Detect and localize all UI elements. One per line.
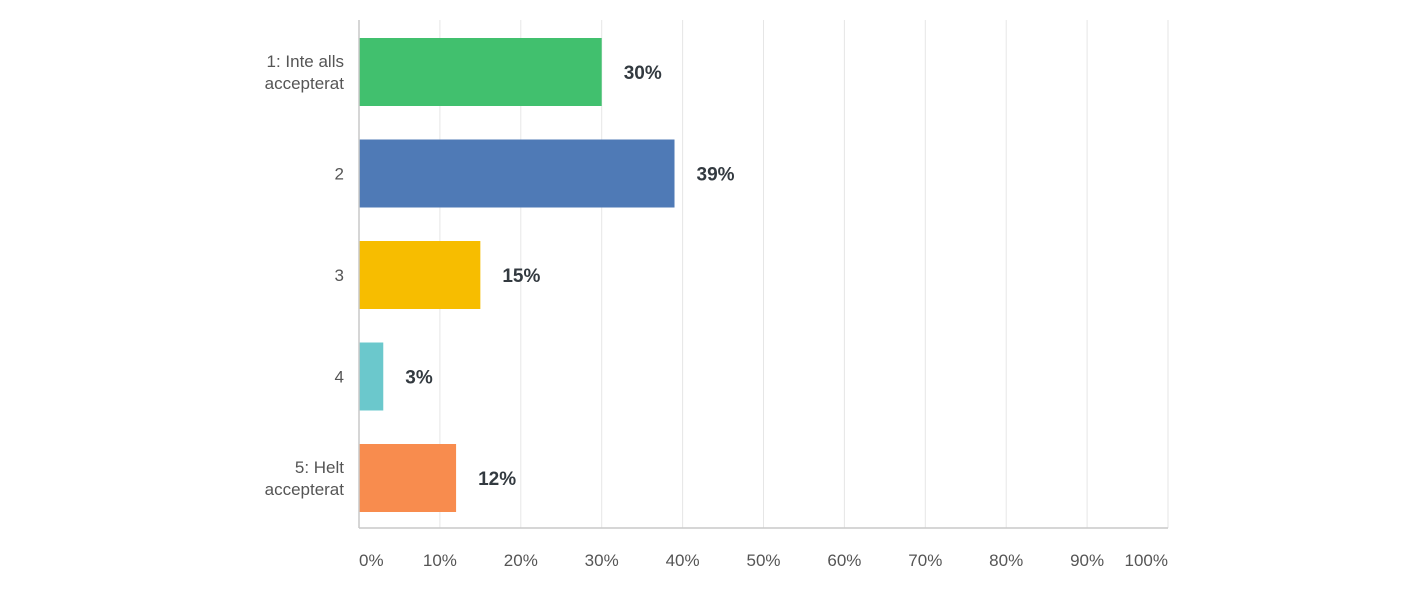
bar-2 — [359, 139, 675, 208]
category-label-line: 1: Inte alls — [267, 52, 345, 71]
x-tick-label-40: 40% — [666, 551, 700, 570]
bars — [359, 38, 675, 512]
value-label-1: 30% — [624, 63, 662, 84]
x-tick-label-90: 90% — [1070, 551, 1104, 570]
x-tick-label-80: 80% — [989, 551, 1023, 570]
bar-3 — [359, 241, 481, 309]
category-label-line: 5: Helt — [295, 458, 344, 477]
category-label-line: accepterat — [265, 480, 345, 499]
category-label-5: 5: Helt accepterat — [265, 458, 345, 499]
x-tick-label-70: 70% — [908, 551, 942, 570]
value-labels: 30% 39% 15% 3% 12% — [405, 63, 734, 490]
value-label-4: 3% — [405, 368, 433, 389]
bar-1 — [359, 38, 602, 106]
x-tick-label-0: 0% — [359, 551, 384, 570]
category-labels: 1: Inte alls accepterat 2 3 4 5: Helt accepter… — [265, 52, 345, 499]
x-tick-label-10: 10% — [423, 551, 457, 570]
x-tick-label-60: 60% — [827, 551, 861, 570]
bar-5 — [359, 444, 457, 512]
category-label-line: 2 — [335, 165, 344, 184]
x-axis-tick-labels: 0% 10% 20% 30% 40% 50% 60% 70% 80% 90% 100% — [359, 551, 1168, 570]
value-label-2: 39% — [697, 165, 735, 186]
category-label-2: 2 — [335, 165, 344, 184]
x-tick-label-20: 20% — [504, 551, 538, 570]
category-label-4: 4 — [335, 368, 344, 387]
value-label-5: 12% — [478, 469, 516, 490]
category-label-line: accepterat — [265, 74, 345, 93]
bar-4 — [359, 342, 384, 411]
x-tick-label-50: 50% — [746, 551, 780, 570]
category-label-line: 3 — [335, 266, 344, 285]
category-label-3: 3 — [335, 266, 344, 285]
category-label-line: 4 — [335, 368, 344, 387]
value-label-3: 15% — [502, 266, 540, 287]
category-label-1: 1: Inte alls accepterat — [265, 52, 345, 93]
x-tick-label-100: 100% — [1125, 551, 1168, 570]
x-tick-label-30: 30% — [585, 551, 619, 570]
